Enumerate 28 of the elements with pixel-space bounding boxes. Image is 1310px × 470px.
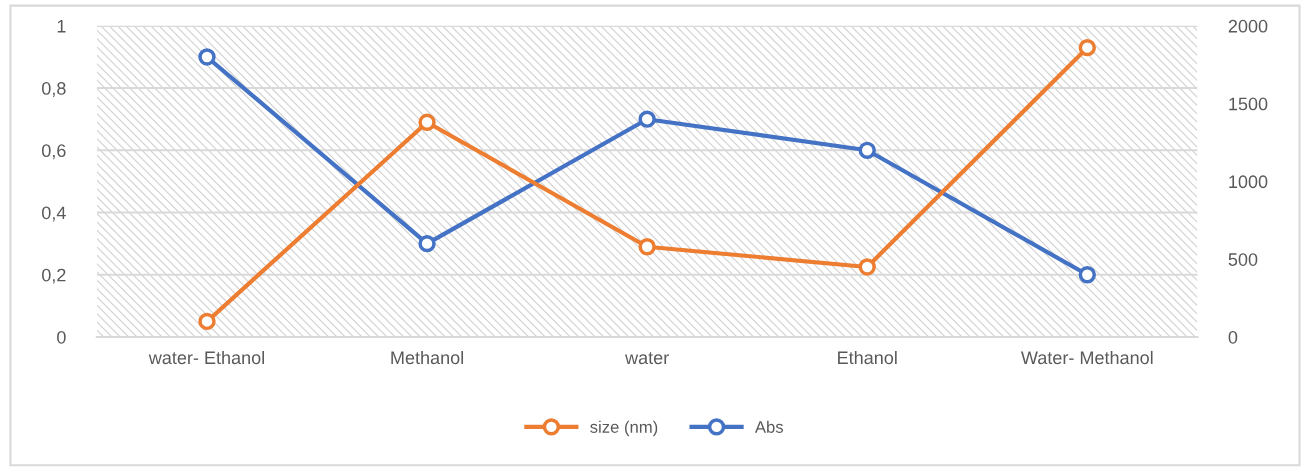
x-tick-label: water- Ethanol bbox=[148, 350, 264, 365]
y-tick-label: 0,8 bbox=[41, 82, 66, 97]
point bbox=[638, 238, 656, 256]
y-tick-label: 1 bbox=[57, 19, 66, 33]
point bbox=[198, 312, 216, 331]
point bbox=[638, 110, 656, 128]
legend-label: Abs bbox=[754, 420, 784, 433]
point bbox=[858, 258, 876, 276]
x-tick-label: Water- Methanol bbox=[1020, 350, 1153, 365]
point bbox=[1078, 266, 1096, 284]
y2-tick-label: 1000 bbox=[1229, 175, 1268, 189]
y2-tick-label: 2000 bbox=[1228, 19, 1268, 33]
point bbox=[418, 234, 436, 253]
point bbox=[198, 48, 216, 66]
y2-tick-label: 1500 bbox=[1229, 97, 1268, 111]
y-tick-label: 0 bbox=[57, 330, 66, 344]
x-tick-label: Methanol bbox=[391, 350, 463, 365]
legend-label: size (nm) bbox=[590, 420, 658, 437]
x-tick-label: Ethanol bbox=[838, 350, 897, 365]
y2-tick-label: 0 bbox=[1228, 330, 1238, 344]
y2-tick-label: 500 bbox=[1228, 253, 1258, 266]
y-tick-label: 0,4 bbox=[41, 206, 66, 222]
point bbox=[418, 113, 436, 131]
x-tick-label: water bbox=[625, 352, 669, 365]
point bbox=[858, 141, 876, 159]
y-tick-label: 0,2 bbox=[41, 268, 66, 284]
point bbox=[1078, 38, 1096, 57]
y-tick-label: 0,6 bbox=[41, 144, 66, 160]
